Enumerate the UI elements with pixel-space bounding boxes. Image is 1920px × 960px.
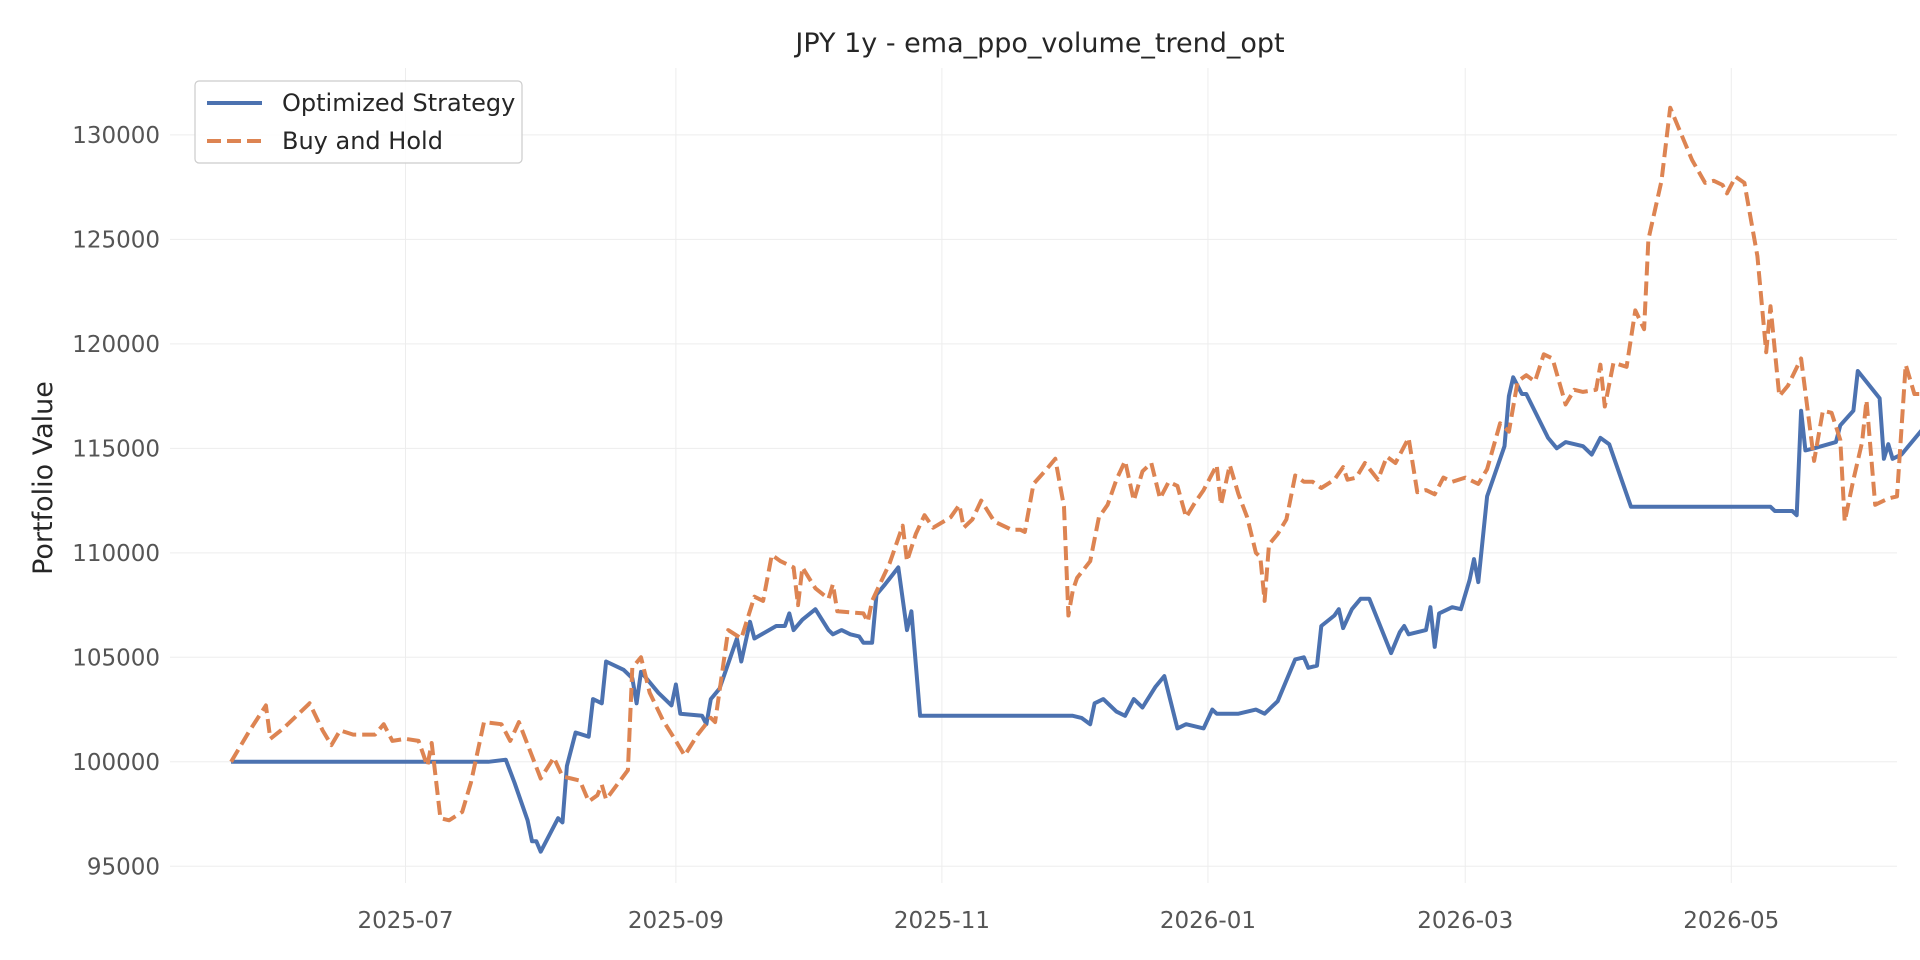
legend-box	[194, 80, 523, 164]
y-tick-label: 100000	[72, 750, 160, 776]
chart-title: JPY 1y - ema_ppo_volume_trend_opt	[793, 28, 1284, 59]
y-tick-label: 115000	[72, 436, 160, 462]
legend-label: Buy and Hold	[282, 127, 443, 155]
y-tick-label: 110000	[72, 541, 160, 567]
legend-label: Optimized Strategy	[282, 89, 515, 117]
x-tick-label: 2025-11	[894, 908, 990, 934]
x-tick-label: 2025-09	[628, 908, 724, 934]
y-axis-label: Portfolio Value	[28, 381, 59, 575]
tick-layer: 95000 100000 105000 110000 115000 120000 12500…	[72, 123, 1779, 934]
series-line-optimized-strategy	[231, 369, 1920, 854]
y-tick-label: 125000	[72, 227, 160, 253]
series-layer	[229, 105, 1920, 854]
x-tick-label: 2026-03	[1417, 908, 1513, 934]
grid-layer	[170, 68, 1897, 883]
y-tick-label: 105000	[72, 645, 160, 671]
y-tick-label: 120000	[72, 332, 160, 358]
x-tick-label: 2025-07	[357, 908, 453, 934]
legend: Optimized Strategy Buy and Hold	[194, 80, 523, 164]
x-tick-label: 2026-01	[1160, 908, 1256, 934]
x-tick-label: 2026-05	[1683, 908, 1779, 934]
y-tick-label: 95000	[87, 854, 160, 880]
y-tick-label: 130000	[72, 123, 160, 149]
series-line-buy-and-hold	[229, 105, 1920, 823]
